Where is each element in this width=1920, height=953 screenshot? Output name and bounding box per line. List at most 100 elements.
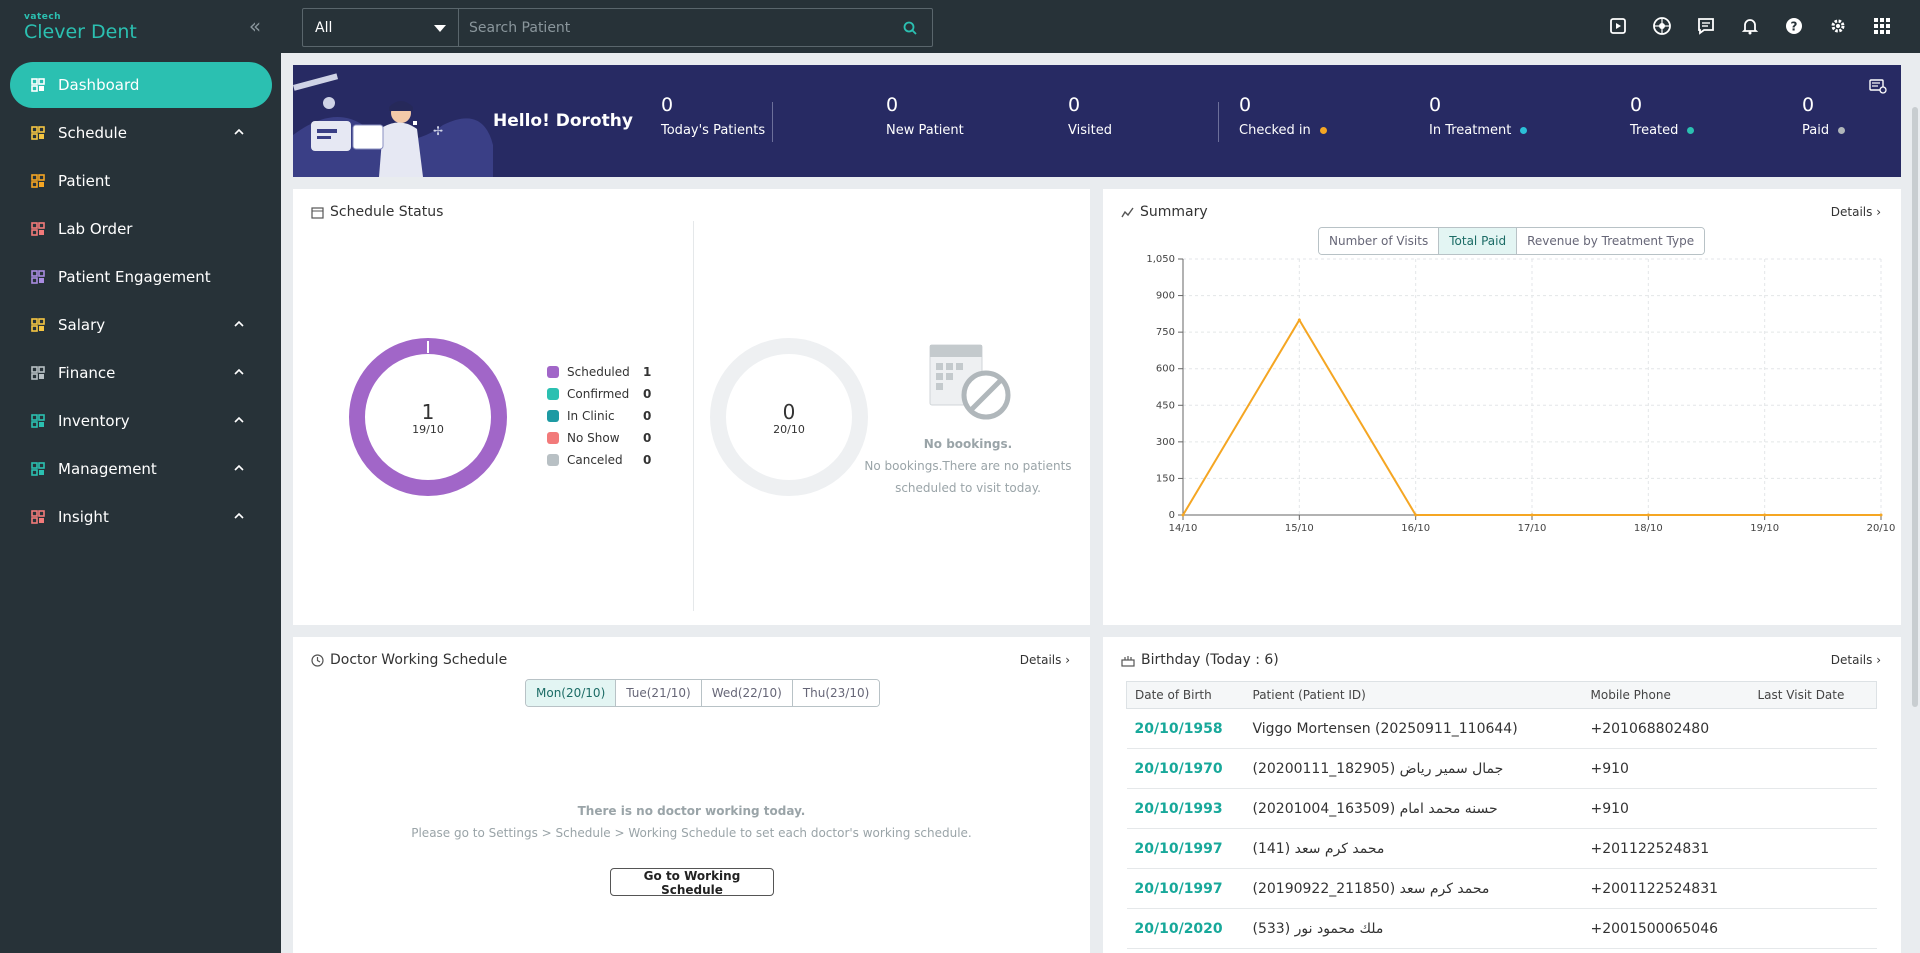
sidebar-item-dashboard[interactable]: Dashboard — [10, 62, 272, 108]
sidebar-item-label: Insight — [58, 508, 109, 526]
tab-total-paid[interactable]: Total Paid — [1439, 228, 1518, 254]
doctor-schedule-card: Doctor Working Schedule Details › Mon(20… — [293, 637, 1090, 953]
y-tick-label: 300 — [1156, 437, 1175, 448]
go-to-working-schedule-button[interactable]: Go to Working Schedule — [610, 868, 774, 897]
tab-wed[interactable]: Wed(22/10) — [701, 680, 793, 706]
card-title: Summary — [1121, 204, 1208, 220]
phone-cell: +2001122524831 — [1582, 868, 1750, 909]
chevron-up-icon[interactable] — [232, 365, 246, 379]
tab-revenue-by-treatment[interactable]: Revenue by Treatment Type — [1517, 228, 1705, 254]
sidebar-item-label: Schedule — [58, 124, 127, 142]
tab-thu[interactable]: Thu(23/10) — [792, 680, 880, 706]
chevron-up-icon[interactable] — [232, 317, 246, 331]
top-bar: All ? — [281, 0, 1920, 53]
gear-icon[interactable] — [1828, 16, 1848, 36]
apps-grid-icon[interactable] — [1872, 16, 1892, 36]
sidebar-item-label: Dashboard — [58, 76, 140, 94]
sidebar-item-finance[interactable]: Finance — [10, 350, 272, 396]
banner-settings-icon[interactable] — [1869, 77, 1887, 95]
details-label: Details — [1019, 653, 1062, 667]
search-filter-select[interactable]: All — [303, 9, 459, 46]
chevron-up-icon[interactable] — [232, 461, 246, 475]
x-tick-label: 14/10 — [1169, 523, 1198, 534]
sidebar-item-schedule[interactable]: Schedule — [10, 110, 272, 156]
chevron-up-icon[interactable] — [232, 125, 246, 139]
birth-date-cell: 20/10/1993 — [1126, 788, 1245, 829]
sidebar-item-lab-order[interactable]: Lab Order — [10, 206, 272, 252]
collapse-sidebar-icon[interactable]: « — [248, 14, 262, 38]
table-row[interactable]: 20/10/1993 حسنه محمد امام (163509_2020100… — [1126, 788, 1877, 829]
data-point[interactable] — [1297, 318, 1301, 322]
sidebar-item-salary[interactable]: Salary — [10, 302, 272, 348]
bell-icon[interactable] — [1740, 16, 1760, 36]
last-visit-cell — [1749, 868, 1877, 909]
caret-down-icon — [434, 25, 446, 32]
app-logo[interactable]: vatech Clever Dent — [24, 12, 137, 42]
brand-small: vatech — [24, 12, 62, 22]
video-icon[interactable] — [1608, 16, 1628, 36]
sidebar-item-label: Salary — [58, 316, 106, 334]
data-point[interactable] — [1763, 513, 1767, 517]
help-icon[interactable]: ? — [1784, 16, 1804, 36]
data-point[interactable] — [1530, 513, 1534, 517]
table-row[interactable]: 20/10/2020 ملك محمود نور (533) +2001500065… — [1126, 908, 1877, 949]
summary-details-link[interactable]: Details › — [1830, 205, 1881, 219]
sidebar-item-patient[interactable]: Patient — [10, 158, 272, 204]
data-point[interactable] — [1414, 513, 1418, 517]
data-point[interactable] — [1181, 513, 1185, 517]
dashboard-icon — [30, 77, 46, 93]
stat-value: 0 — [886, 94, 899, 116]
table-row[interactable]: 20/10/1997 محمد كرم سعد (211850_20190922)… — [1126, 868, 1877, 909]
birthday-details-link[interactable]: Details › — [1830, 653, 1881, 667]
clock-icon — [311, 653, 324, 667]
last-visit-cell — [1749, 748, 1877, 789]
stat-value: 0 — [1630, 94, 1643, 116]
chevron-up-icon[interactable] — [232, 509, 246, 523]
sidebar-item-label: Lab Order — [58, 220, 133, 238]
stat-label: Paid — [1802, 123, 1830, 138]
data-point[interactable] — [1646, 513, 1650, 517]
col-patient: Patient (Patient ID) — [1244, 681, 1583, 709]
stat-label: In Treatment — [1429, 123, 1512, 138]
engagement-icon — [30, 269, 46, 285]
search-filter-value: All — [315, 19, 333, 36]
x-tick-label: 18/10 — [1634, 523, 1663, 534]
search-input[interactable] — [459, 9, 888, 46]
y-tick-label: 0 — [1169, 510, 1175, 521]
no-booking-calendar-icon — [929, 344, 1011, 420]
sidebar-item-label: Patient Engagement — [58, 268, 211, 286]
tab-tue[interactable]: Tue(21/10) — [616, 680, 702, 706]
today-donut — [710, 338, 868, 496]
legend-value: 0 — [643, 431, 652, 445]
y-tick-label: 1,050 — [1146, 254, 1175, 265]
table-row[interactable]: 20/10/1970 جمال سمير رياض (182905_2020011… — [1126, 748, 1877, 789]
svg-text:✢: ✢ — [433, 124, 443, 138]
no-bookings-text-1: No bookings.There are no patients — [864, 459, 1072, 473]
table-row[interactable]: 20/10/1958 Viggo Mortensen (20250911_1106… — [1126, 708, 1877, 749]
stat-new-patient: 0 New Patient — [886, 93, 964, 138]
chat-icon[interactable] — [1696, 16, 1716, 36]
doctor-schedule-details-link[interactable]: Details › — [1019, 653, 1070, 667]
details-label: Details — [1830, 653, 1873, 667]
phone-cell: +910 — [1582, 788, 1750, 829]
legend-label: Scheduled — [567, 365, 630, 379]
page-scrollbar[interactable] — [1912, 107, 1918, 707]
search-icon[interactable] — [888, 9, 932, 46]
data-point[interactable] — [1879, 513, 1883, 517]
table-header-row: Date of Birth Patient (Patient ID) Mobil… — [1126, 681, 1877, 709]
sidebar-item-management[interactable]: Management — [10, 446, 272, 492]
sidebar-item-inventory[interactable]: Inventory — [10, 398, 272, 444]
x-tick-label: 16/10 — [1401, 523, 1430, 534]
tab-number-of-visits[interactable]: Number of Visits — [1319, 228, 1440, 254]
birth-date-cell: 20/10/2020 — [1126, 908, 1245, 949]
x-tick-label: 19/10 — [1750, 523, 1779, 534]
table-row[interactable]: 20/10/1997 محمد كرم سعد (141) +20112252483… — [1126, 828, 1877, 869]
dentist-illustration-icon: ✢ — [293, 73, 493, 177]
sidebar-item-patient-engagement[interactable]: Patient Engagement — [10, 254, 272, 300]
sidebar-item-insight[interactable]: Insight — [10, 494, 272, 540]
support-globe-icon[interactable] — [1652, 16, 1672, 36]
chevron-up-icon[interactable] — [232, 413, 246, 427]
legend-swatch — [547, 366, 559, 378]
tab-mon[interactable]: Mon(20/10) — [526, 680, 617, 706]
legend-label: In Clinic — [567, 409, 615, 423]
